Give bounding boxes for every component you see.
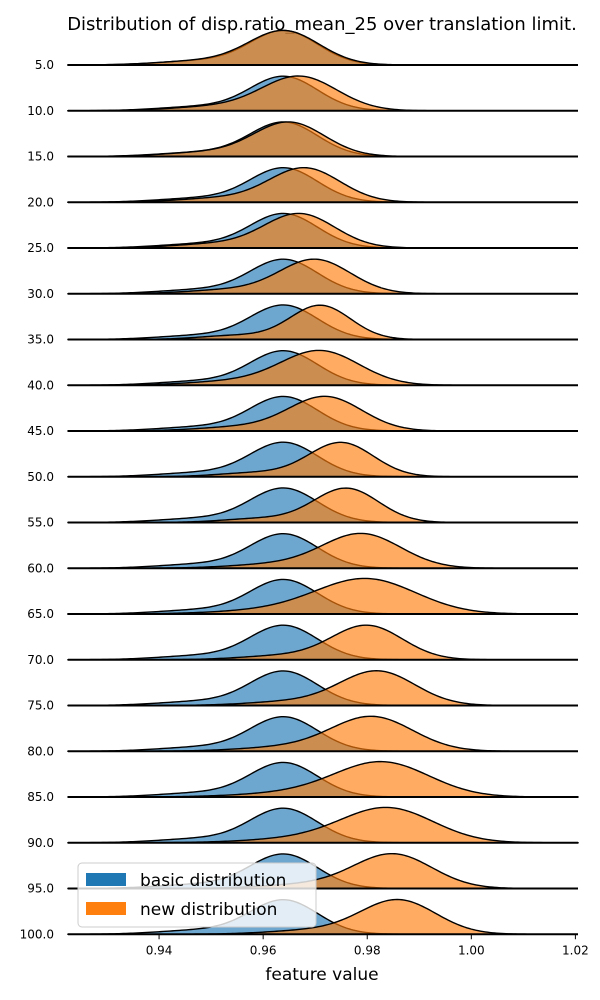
new-distribution-curve xyxy=(67,29,578,66)
row-label: 95.0 xyxy=(27,882,54,896)
ridge-row: 25.0 xyxy=(27,212,578,255)
new-distribution-curve xyxy=(67,121,578,158)
new-distribution-curve xyxy=(68,258,578,295)
row-label: 25.0 xyxy=(27,241,54,255)
new-distribution-curve xyxy=(68,304,578,341)
ridge-row: 85.0 xyxy=(27,760,579,804)
row-label: 35.0 xyxy=(27,333,54,347)
new-distribution-curve xyxy=(68,395,578,432)
legend-swatch-basic xyxy=(86,873,126,886)
new-distribution-curve xyxy=(67,166,578,203)
ridge-row: 15.0 xyxy=(27,121,578,164)
ridge-row: 80.0 xyxy=(27,715,578,758)
legend: basic distribution new distribution xyxy=(77,862,317,928)
ridge-row: 75.0 xyxy=(27,670,578,713)
ridge-row: 70.0 xyxy=(27,624,578,667)
ridges-group: 5.0 10.0 15.0 20.0 25.0 30.0 35.0 40.0 45.0 50.0 5… xyxy=(20,29,579,941)
new-distribution-curve xyxy=(67,577,578,615)
new-distribution-curve xyxy=(68,760,579,798)
row-label: 60.0 xyxy=(27,561,54,575)
new-distribution-curve xyxy=(68,532,578,569)
ridge-row: 65.0 xyxy=(27,577,578,621)
ridge-row: 30.0 xyxy=(27,258,578,301)
new-distribution-curve xyxy=(68,715,578,752)
row-label: 15.0 xyxy=(27,150,54,164)
ridge-row: 90.0 xyxy=(27,806,579,850)
ridge-row: 10.0 xyxy=(27,75,578,118)
new-distribution-curve xyxy=(68,487,578,524)
row-label: 20.0 xyxy=(27,195,54,209)
ridge-row: 40.0 xyxy=(27,349,578,392)
row-label: 80.0 xyxy=(27,744,54,758)
x-tick-label: 1.02 xyxy=(562,943,589,957)
row-label: 50.0 xyxy=(27,470,54,484)
new-distribution-curve xyxy=(67,212,578,249)
chart-title: Distribution of disp.ratio_mean_25 over … xyxy=(67,14,577,35)
ridge-row: 45.0 xyxy=(27,395,578,438)
x-tick-label: 0.98 xyxy=(354,943,381,957)
row-label: 85.0 xyxy=(27,790,54,804)
new-distribution-curve xyxy=(67,349,578,386)
x-tick-label: 1.00 xyxy=(458,943,485,957)
ridge-row: 50.0 xyxy=(27,441,578,484)
legend-frame xyxy=(77,862,317,928)
row-label: 45.0 xyxy=(27,424,54,438)
ridge-row: 20.0 xyxy=(27,166,578,209)
row-label: 55.0 xyxy=(27,516,54,530)
x-tick-label: 0.94 xyxy=(146,943,173,957)
ridge-row: 60.0 xyxy=(27,532,578,575)
row-label: 5.0 xyxy=(35,58,54,72)
ridge-row: 100.0 xyxy=(20,898,578,941)
x-axis: 0.94 0.96 0.98 1.00 1.02 xyxy=(146,934,589,957)
row-label: 75.0 xyxy=(27,699,54,713)
x-axis-label: feature value xyxy=(265,965,378,985)
legend-swatch-new xyxy=(86,902,126,915)
new-distribution-curve xyxy=(68,441,578,478)
ridge-row: 5.0 xyxy=(35,29,578,72)
ridge-row: 55.0 xyxy=(27,487,578,530)
ridge-row: 35.0 xyxy=(27,304,578,347)
row-label: 65.0 xyxy=(27,607,54,621)
row-label: 70.0 xyxy=(27,653,54,667)
row-label: 90.0 xyxy=(27,836,54,850)
row-label: 100.0 xyxy=(20,927,54,941)
new-distribution-curve xyxy=(67,75,578,112)
row-label: 40.0 xyxy=(27,378,54,392)
row-label: 30.0 xyxy=(27,287,54,301)
legend-label-basic: basic distribution xyxy=(140,871,286,891)
row-label: 10.0 xyxy=(27,104,54,118)
x-tick-label: 0.96 xyxy=(250,943,277,957)
new-distribution-curve xyxy=(68,624,578,661)
legend-label-new: new distribution xyxy=(140,900,277,920)
